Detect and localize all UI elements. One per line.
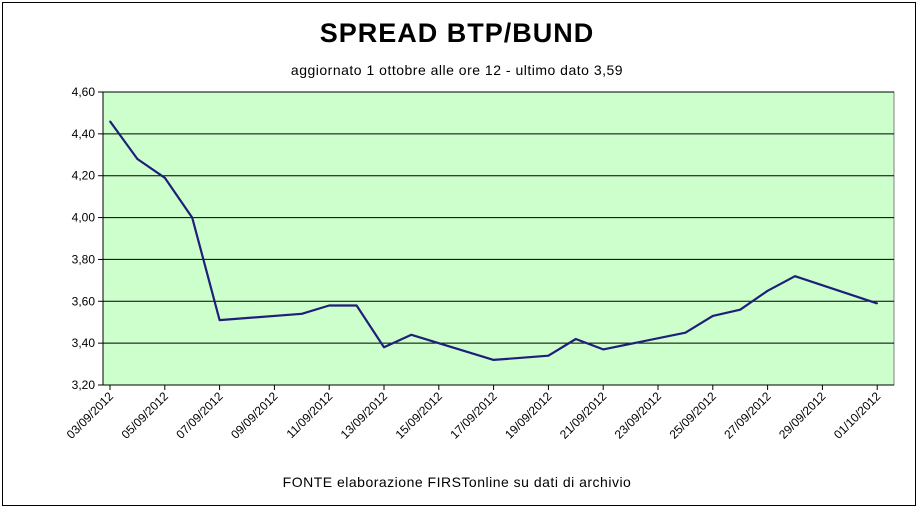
data-point bbox=[355, 304, 358, 307]
chart-source: FONTE elaborazione FIRSTonline su dati d… bbox=[282, 474, 632, 490]
data-point bbox=[739, 308, 741, 311]
data-point bbox=[383, 346, 385, 349]
data-point bbox=[410, 333, 413, 336]
y-tick-label: 4,40 bbox=[72, 127, 96, 141]
chart-title: SPREAD BTP/BUND bbox=[319, 18, 595, 48]
data-point bbox=[712, 315, 714, 317]
x-tick-label: 03/09/2012 bbox=[64, 389, 117, 442]
data-point bbox=[164, 177, 166, 179]
data-point bbox=[684, 331, 687, 334]
data-point bbox=[109, 120, 111, 123]
data-point bbox=[766, 290, 769, 292]
data-point bbox=[794, 275, 796, 277]
y-tick-label: 4,00 bbox=[72, 211, 96, 225]
data-point bbox=[575, 338, 577, 340]
data-point bbox=[876, 302, 878, 305]
x-tick-label: 27/09/2012 bbox=[721, 389, 774, 442]
x-tick-label: 17/09/2012 bbox=[447, 389, 500, 442]
x-tick-label: 01/10/2012 bbox=[831, 389, 884, 442]
y-tick-label: 3,20 bbox=[72, 378, 96, 392]
data-point bbox=[328, 304, 331, 307]
y-tick-label: 3,40 bbox=[72, 336, 96, 350]
plot-area bbox=[102, 91, 895, 386]
x-tick-label: 21/09/2012 bbox=[557, 389, 610, 442]
x-tick-label: 13/09/2012 bbox=[338, 389, 391, 442]
y-tick-label: 3,60 bbox=[72, 294, 96, 308]
data-point bbox=[520, 356, 522, 359]
y-tick-label: 3,80 bbox=[72, 252, 96, 266]
x-tick-label: 15/09/2012 bbox=[393, 389, 446, 442]
y-tick-label: 4,20 bbox=[72, 169, 96, 183]
data-point bbox=[492, 359, 495, 361]
data-point bbox=[602, 348, 604, 351]
x-tick-label: 29/09/2012 bbox=[776, 389, 829, 442]
x-tick-label: 23/09/2012 bbox=[612, 389, 665, 442]
x-tick-label: 05/09/2012 bbox=[119, 389, 172, 442]
data-point bbox=[301, 313, 303, 315]
x-tick-label: 09/09/2012 bbox=[228, 389, 281, 442]
x-tick-label: 25/09/2012 bbox=[667, 389, 720, 442]
data-point bbox=[191, 216, 193, 219]
data-point bbox=[218, 319, 221, 321]
x-tick-label: 19/09/2012 bbox=[502, 389, 555, 442]
chart-subtitle: aggiornato 1 ottobre alle ore 12 - ultim… bbox=[290, 62, 624, 78]
y-tick-label: 4,60 bbox=[72, 85, 96, 99]
data-point bbox=[547, 354, 550, 357]
x-tick-label: 11/09/2012 bbox=[284, 389, 336, 441]
data-point bbox=[136, 158, 139, 160]
x-tick-label: 07/09/2012 bbox=[173, 389, 226, 442]
